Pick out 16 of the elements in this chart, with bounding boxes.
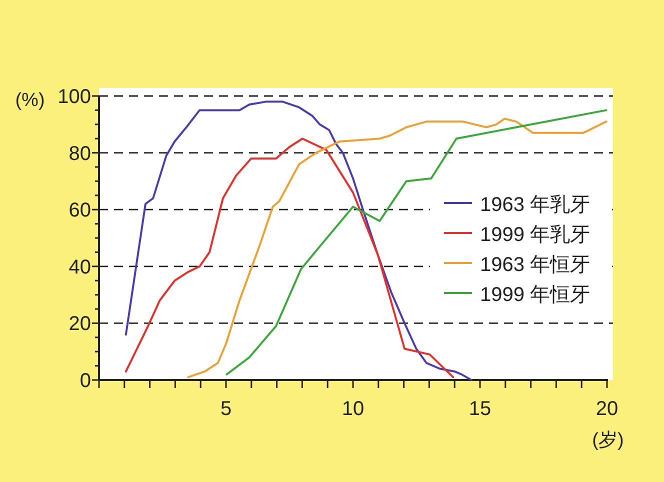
y-tick-label: 60 [68, 200, 91, 222]
x-axis-title: (岁) [592, 430, 624, 451]
x-tick-label: 20 [596, 398, 618, 420]
x-tick-label: 5 [220, 398, 232, 420]
y-axis-title: (%) [15, 90, 45, 111]
legend-label: 1963 年乳牙 [480, 194, 590, 216]
y-tick-label: 20 [68, 313, 91, 336]
x-tick-label: 15 [468, 398, 492, 420]
legend-label: 1999 年恒牙 [480, 284, 590, 306]
y-tick-label: 40 [68, 256, 91, 278]
y-tick-label: 0 [80, 370, 91, 392]
legend-label: 1999 年乳牙 [480, 224, 590, 246]
legend-label: 1963 年恒牙 [480, 254, 590, 276]
y-tick-label: 80 [68, 142, 91, 165]
x-tick-label: 10 [342, 398, 364, 420]
y-tick-label: 100 [58, 86, 91, 108]
